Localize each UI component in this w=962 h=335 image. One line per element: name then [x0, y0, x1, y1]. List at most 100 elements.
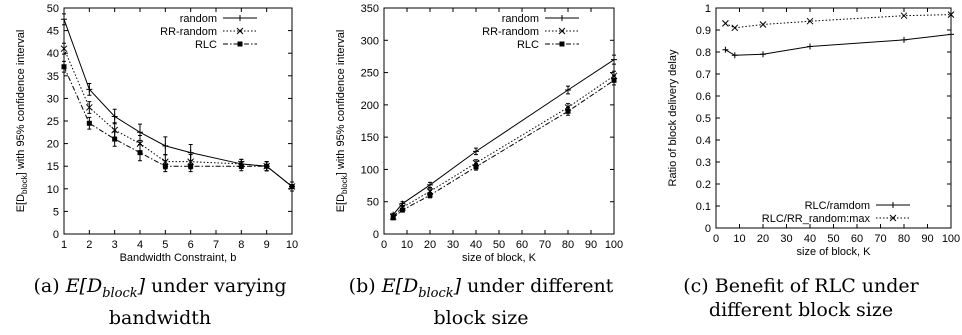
data-point: [565, 87, 571, 94]
x-tick-label: 60: [516, 239, 528, 251]
data-point: [473, 148, 479, 155]
legend-marker: [237, 41, 243, 47]
data-point: [722, 46, 729, 53]
data-point: [427, 192, 433, 198]
legend-marker: [237, 15, 243, 21]
legend-label: RLC: [195, 39, 217, 51]
x-tick-label: 90: [585, 239, 597, 251]
data-point: [137, 150, 143, 156]
x-tick-label: 5: [162, 239, 168, 251]
legend-marker: [558, 27, 566, 35]
data-point: [427, 181, 433, 188]
series-random: random: [390, 13, 617, 218]
x-tick-label: 40: [804, 233, 816, 245]
legend-marker: [559, 15, 565, 21]
y-tick-label: 0.7: [696, 69, 711, 81]
series-line: [392, 79, 615, 219]
data-point: [759, 21, 767, 28]
data-point: [390, 215, 396, 221]
series-rlc: RLC: [390, 39, 617, 221]
data-point: [60, 45, 68, 53]
caption-a: (a) E[Dblock] under varying bandwidth: [33, 275, 287, 329]
data-point: [760, 51, 766, 58]
y-tick-label: 0: [53, 229, 59, 241]
x-tick-label: 90: [921, 233, 933, 245]
data-point: [947, 11, 955, 18]
data-point: [112, 136, 118, 142]
y-tick-label: 150: [361, 132, 379, 144]
data-point: [85, 104, 93, 111]
caption-b: (b) E[Dblock] under different block size: [348, 275, 614, 329]
series-rlc-rr-random-max: RLC/RR_random:max: [722, 11, 955, 225]
x-tick-label: 80: [898, 233, 910, 245]
y-tick-label: 0.5: [696, 113, 711, 125]
x-tick-label: 50: [827, 233, 839, 245]
y-tick-label: 0.9: [696, 25, 711, 37]
y-tick-label: 30: [47, 93, 59, 105]
data-point: [807, 43, 813, 50]
legend-marker: [890, 202, 896, 208]
series-line: [725, 14, 952, 29]
y-tick-label: 45: [47, 26, 59, 38]
data-point: [900, 12, 908, 20]
data-point: [611, 56, 617, 63]
series-rlc: RLC: [61, 39, 295, 192]
legend-label: RLC/RR_random:max: [762, 213, 871, 225]
y-tick-label: 15: [47, 161, 59, 173]
data-point: [137, 129, 143, 136]
x-axis-label: size of block, K: [797, 246, 872, 258]
series-rr-random: RR-random: [389, 26, 618, 220]
legend-label: RR-random: [160, 26, 217, 38]
plot-b-block-size: 0 10 20 30 40 50 60 70 80 90 100 0 50 100 150 200 250 300…: [335, 3, 623, 264]
y-tick-label: 0.6: [696, 91, 711, 103]
data-point: [86, 120, 92, 126]
x-axis-label: Bandwidth Constraint, b: [120, 252, 237, 264]
series-line: [725, 33, 952, 56]
y-axis-label: E[Dblock] with 95% confidence interval: [15, 30, 29, 213]
y-tick-label: 250: [361, 68, 379, 80]
plot-frame: [715, 7, 952, 229]
legend-label: RLC: [517, 39, 539, 51]
x-tick-label: 60: [851, 233, 863, 245]
data-point: [731, 24, 739, 32]
data-point: [948, 31, 954, 38]
data-point: [136, 140, 144, 147]
legend-marker: [236, 27, 244, 35]
x-tick-label: 20: [757, 233, 769, 245]
data-point: [731, 52, 738, 59]
legend-marker: [559, 41, 565, 47]
data-point: [565, 108, 571, 114]
y-tick-label: 40: [47, 48, 59, 60]
y-tick-label: 100: [361, 164, 379, 176]
y-tick-label: 35: [47, 71, 59, 83]
y-tick-label: 0.1: [696, 201, 711, 213]
y-tick-label: 0.8: [696, 47, 711, 59]
data-point: [722, 20, 729, 27]
data-point: [289, 184, 295, 190]
y-tick-label: 300: [361, 35, 379, 47]
y-tick-label: 350: [361, 3, 379, 15]
data-point: [162, 163, 168, 169]
x-tick-label: 70: [874, 233, 886, 245]
y-tick-label: 0.3: [696, 157, 711, 169]
data-point: [901, 36, 907, 43]
y-tick-label: 200: [361, 100, 379, 112]
data-point: [806, 17, 814, 25]
x-tick-label: 10: [401, 239, 413, 251]
y-tick-label: 50: [367, 197, 379, 209]
x-tick-label: 4: [137, 239, 143, 251]
y-tick-label: 0: [373, 229, 379, 241]
data-point: [264, 163, 270, 169]
x-tick-label: 100: [942, 233, 960, 245]
legend-label: RLC/ramdom: [805, 200, 870, 212]
series-rlc-ramdom: RLC/ramdom: [722, 31, 954, 212]
x-tick-label: 7: [213, 239, 219, 251]
y-tick-label: 0.2: [696, 179, 711, 191]
data-point: [61, 64, 67, 70]
x-tick-label: 50: [493, 239, 505, 251]
x-tick-label: 40: [470, 239, 482, 251]
y-tick-label: 20: [47, 139, 59, 151]
y-axis-label: Ratio of block delivery delay: [667, 49, 679, 186]
data-point: [473, 164, 479, 170]
